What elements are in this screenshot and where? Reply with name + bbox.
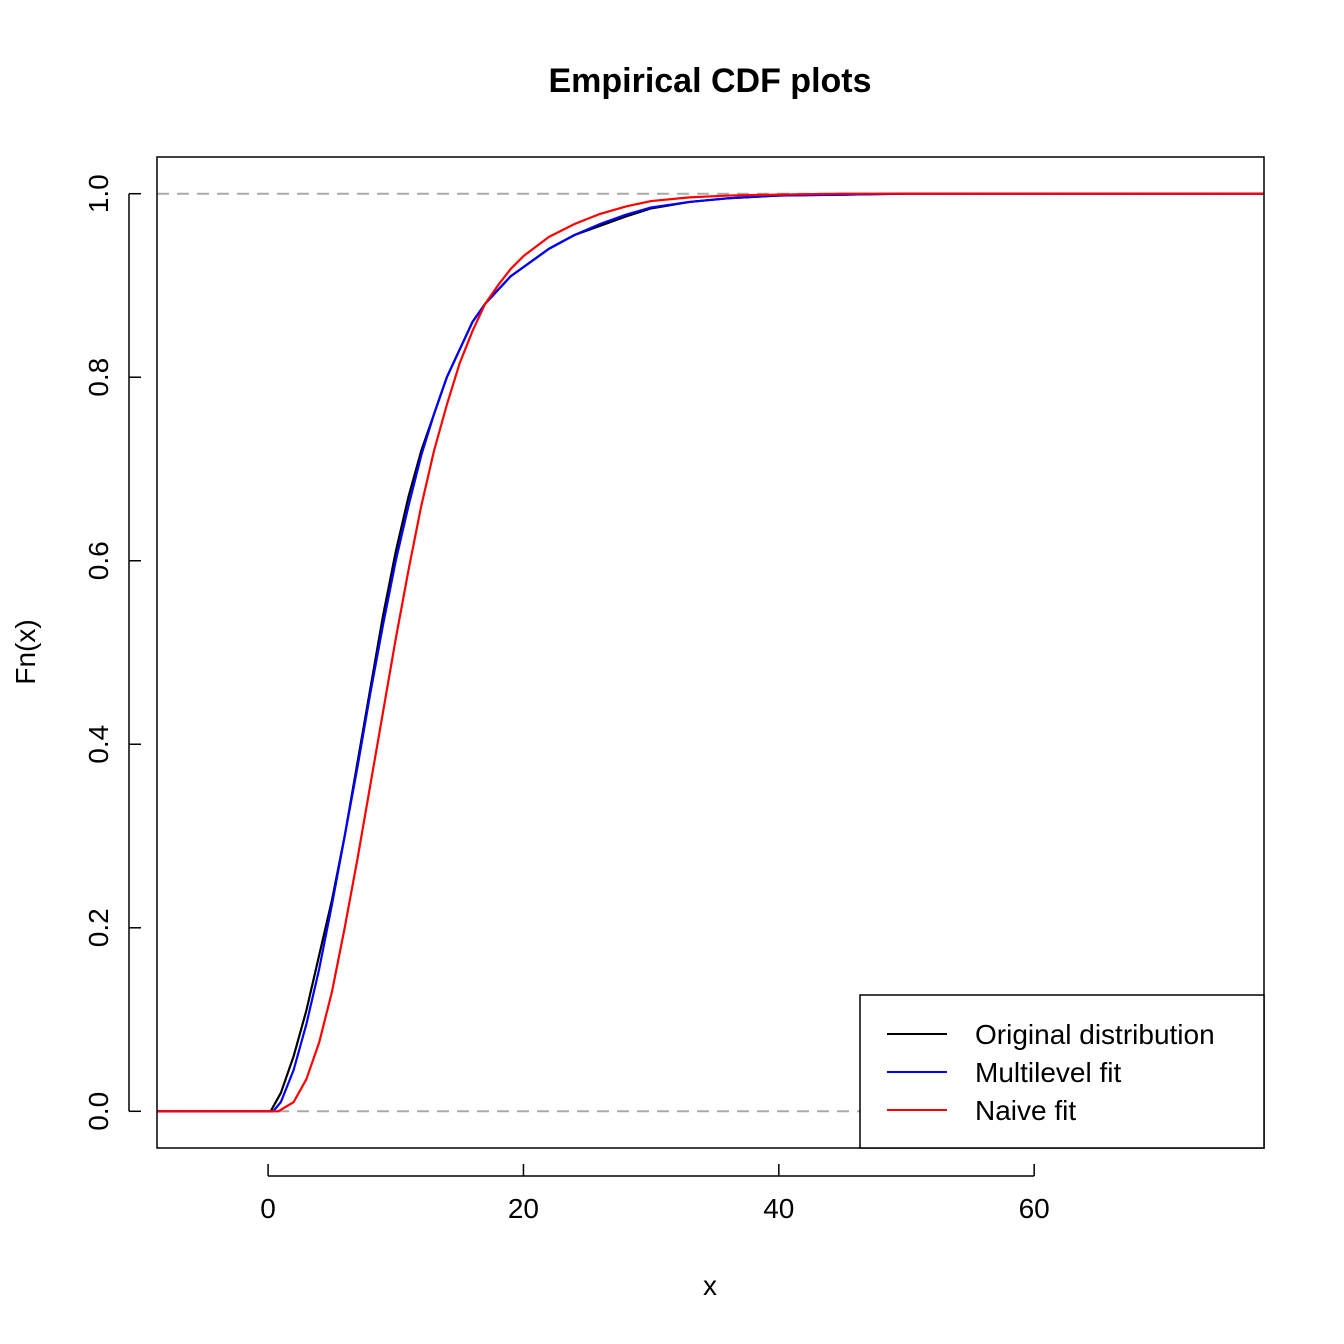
y-tick-label: 0.4: [83, 725, 114, 764]
chart-title: Empirical CDF plots: [548, 62, 871, 100]
x-tick-label: 60: [1019, 1193, 1050, 1224]
series-line-2: [157, 192, 1264, 1113]
series-line-1: [157, 192, 1264, 1113]
legend-label-naive: Naive fit: [975, 1095, 1076, 1126]
legend-label-multilevel: Multilevel fit: [975, 1057, 1121, 1088]
legend: Original distribution Multilevel fit Nai…: [859, 994, 1265, 1149]
y-tick-label: 0.0: [83, 1092, 114, 1131]
reference-lines: [157, 192, 1264, 1113]
y-axis-label: Fn(x): [10, 619, 41, 684]
y-tick-label: 0.8: [83, 358, 114, 397]
legend-label-original: Original distribution: [975, 1019, 1215, 1050]
x-axis: 0 20 40 60: [260, 1164, 1050, 1224]
x-axis-label: x: [703, 1270, 717, 1301]
series-line-0: [157, 192, 1264, 1113]
x-tick-label: 20: [508, 1193, 539, 1224]
plot-frame: [156, 156, 1265, 1149]
series-lines: [157, 192, 1264, 1113]
x-tick-label: 40: [763, 1193, 794, 1224]
y-axis: 0.0 0.2 0.4 0.6 0.8 1.0: [83, 174, 141, 1131]
x-tick-label: 0: [260, 1193, 276, 1224]
y-tick-label: 0.6: [83, 541, 114, 580]
y-tick-label: 1.0: [83, 174, 114, 213]
y-tick-label: 0.2: [83, 908, 114, 947]
